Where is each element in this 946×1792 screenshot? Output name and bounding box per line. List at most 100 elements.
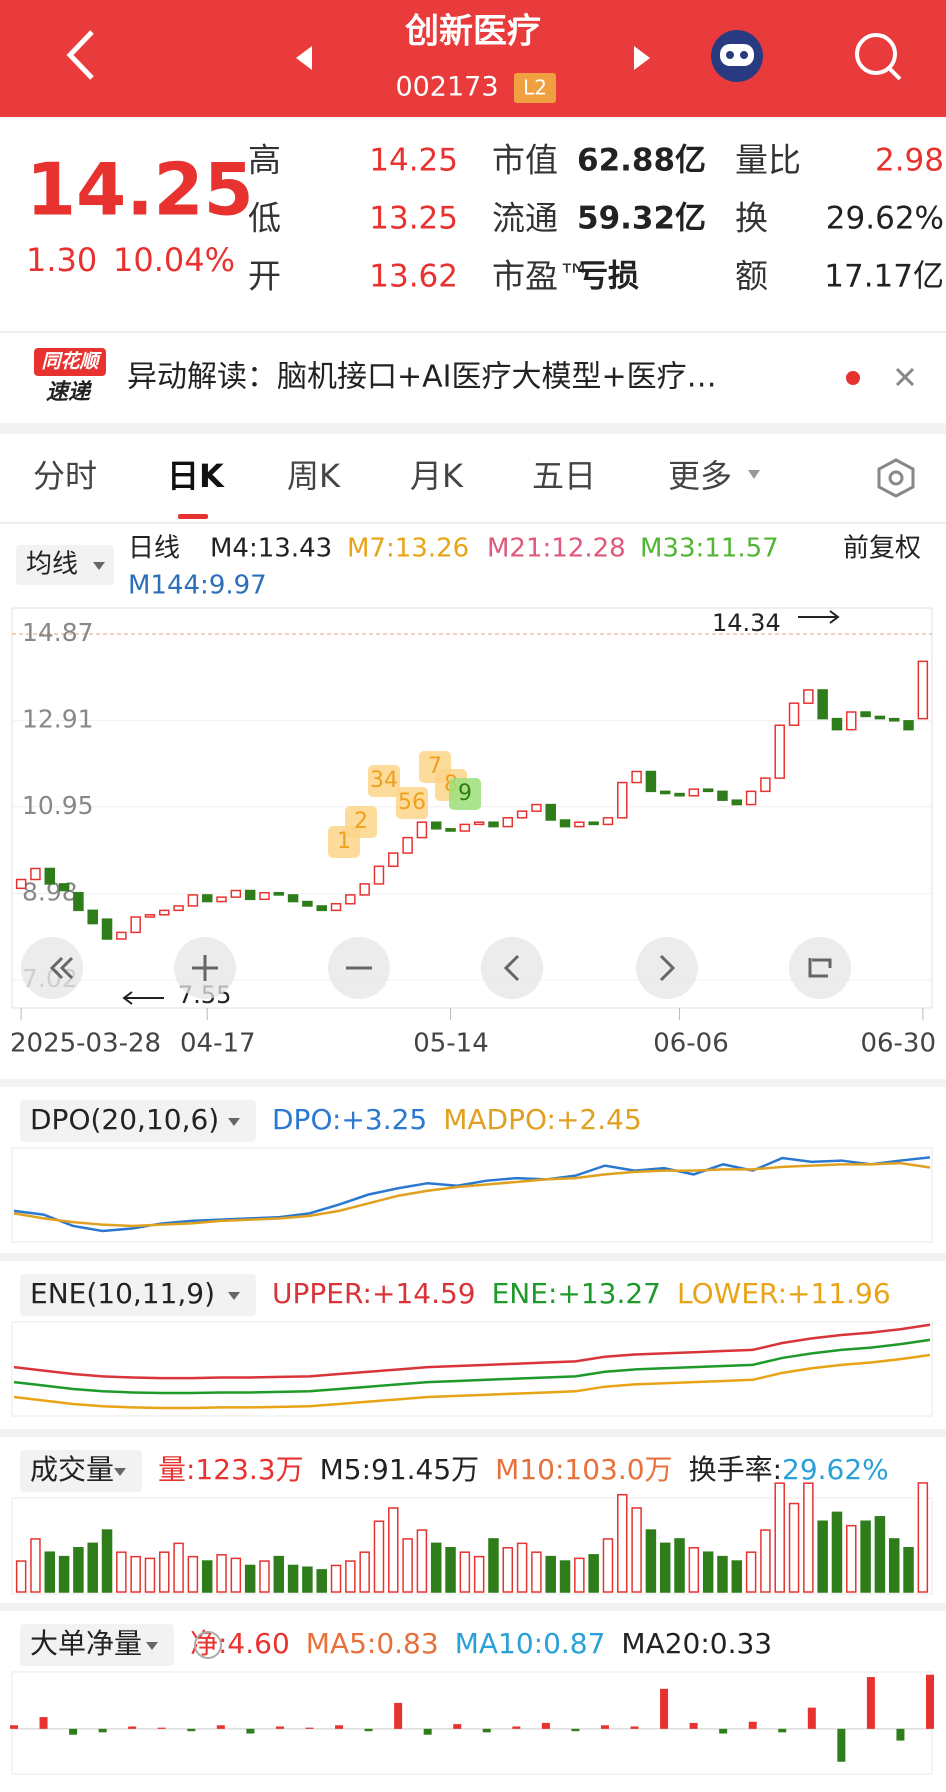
volume-bar <box>888 1538 900 1593</box>
volume-bar <box>388 1507 399 1593</box>
field-value: 17.17亿 <box>824 259 944 295</box>
candle <box>631 770 642 784</box>
nav-glyph <box>659 954 676 982</box>
indicator-selector-bg[interactable] <box>20 1274 256 1316</box>
volume-bar <box>187 1555 199 1593</box>
indicator-selector[interactable]: 成交量 <box>30 1453 114 1486</box>
volume-bar <box>502 1547 514 1593</box>
robot-icon[interactable] <box>711 30 763 82</box>
net-bar <box>807 1707 816 1729</box>
panel-gap <box>0 1603 946 1611</box>
change-pct: 10.04% <box>113 241 235 279</box>
candle <box>359 883 370 896</box>
net-bar <box>364 1728 373 1732</box>
indicator-line <box>13 1353 931 1410</box>
tab[interactable]: 更多 <box>668 457 732 495</box>
candle <box>44 867 56 885</box>
field-value: 29.62% <box>826 201 944 237</box>
prev-stock[interactable] <box>296 46 312 70</box>
candle <box>545 803 556 821</box>
indicator-selector-bg[interactable] <box>20 1450 142 1492</box>
ma-selector-bg[interactable] <box>16 545 114 585</box>
candle <box>717 790 728 801</box>
tab[interactable]: 日K <box>167 457 225 495</box>
candle <box>817 689 828 720</box>
volume-bar <box>473 1555 485 1593</box>
indicator-value: UPPER:+14.59 <box>272 1277 476 1310</box>
indicator-selector[interactable]: DPO(20,10,6) <box>30 1103 219 1136</box>
chart-nav-button[interactable] <box>636 937 698 999</box>
indicator-value: M5:91.45万 <box>320 1453 480 1486</box>
chart-nav-button[interactable] <box>789 937 851 999</box>
x-tick-label: 2025-03-28 <box>10 1029 161 1059</box>
adjust[interactable]: 前复权 <box>843 534 921 564</box>
panel-gap <box>0 1429 946 1437</box>
search-icon[interactable] <box>855 33 902 81</box>
candle <box>15 878 27 890</box>
volume-bar <box>287 1564 299 1593</box>
volume-bar <box>416 1529 428 1593</box>
next-stock[interactable] <box>634 46 650 70</box>
field-value: 2.98 <box>875 143 944 179</box>
caret <box>93 562 105 570</box>
indicator-selector[interactable]: ENE(10,11,9) <box>30 1277 215 1310</box>
panel-gap <box>0 1079 946 1087</box>
close-news[interactable] <box>895 367 915 387</box>
candle <box>287 894 299 903</box>
chart-frame <box>11 607 933 1009</box>
tab[interactable]: 分时 <box>33 457 97 495</box>
stock-name: 创新医疗 <box>404 12 541 52</box>
candle <box>846 711 857 731</box>
volume-bar <box>30 1538 41 1593</box>
field-label: 市盈™ <box>492 257 591 296</box>
tab[interactable]: 周K <box>287 457 341 495</box>
indicator-value: DPO:+3.25 <box>272 1103 427 1136</box>
net-bar <box>305 1727 314 1729</box>
volume-bar <box>159 1551 170 1593</box>
news-text[interactable]: 异动解读：脑机接口+AI医疗大模型+医疗… <box>127 360 717 395</box>
net-bar <box>630 1726 639 1729</box>
back-button[interactable] <box>66 30 94 80</box>
tab[interactable]: 五日 <box>532 457 596 495</box>
candle <box>430 821 442 830</box>
net-bar <box>98 1728 107 1733</box>
field-label: 高 <box>248 141 281 180</box>
nav-glyph <box>808 958 832 978</box>
nav-glyph <box>192 955 218 981</box>
more-caret <box>748 470 760 479</box>
volume-bar <box>516 1542 528 1593</box>
net-bar <box>394 1702 403 1729</box>
candle <box>373 865 385 885</box>
caret <box>146 1642 158 1650</box>
volume-bar <box>373 1520 385 1593</box>
caret <box>114 1468 126 1476</box>
indicator-selector-bg[interactable] <box>20 1100 256 1142</box>
candle <box>130 916 141 934</box>
net-bar <box>69 1728 78 1735</box>
indicator-selector-bg[interactable] <box>20 1624 174 1666</box>
settings-icon[interactable] <box>877 458 915 498</box>
volume-bar <box>531 1551 542 1593</box>
candle <box>731 799 743 806</box>
candle <box>688 788 700 797</box>
volume-bar <box>574 1557 585 1593</box>
indicator-line <box>13 1323 931 1380</box>
header-bar <box>0 0 946 117</box>
chart-nav-button[interactable] <box>481 937 543 999</box>
candle <box>173 905 184 912</box>
indicator-selector[interactable]: 大单净量 <box>30 1627 142 1660</box>
volume-bar <box>430 1542 442 1593</box>
volume-bar <box>674 1538 685 1593</box>
signal-bg <box>345 806 377 838</box>
volume-bar <box>631 1507 642 1593</box>
y-tick-label: 10.95 <box>22 791 94 820</box>
divider <box>0 423 946 434</box>
net-bar <box>187 1728 196 1732</box>
divider <box>0 331 946 333</box>
indicator-value: LOWER:+11.96 <box>677 1277 891 1310</box>
ma-selector[interactable]: 均线 <box>26 550 78 580</box>
tab[interactable]: 月K <box>410 457 464 495</box>
indicator-value: ENE:+13.27 <box>492 1277 661 1310</box>
help-icon[interactable] <box>194 1631 222 1659</box>
volume-bar <box>87 1542 98 1593</box>
